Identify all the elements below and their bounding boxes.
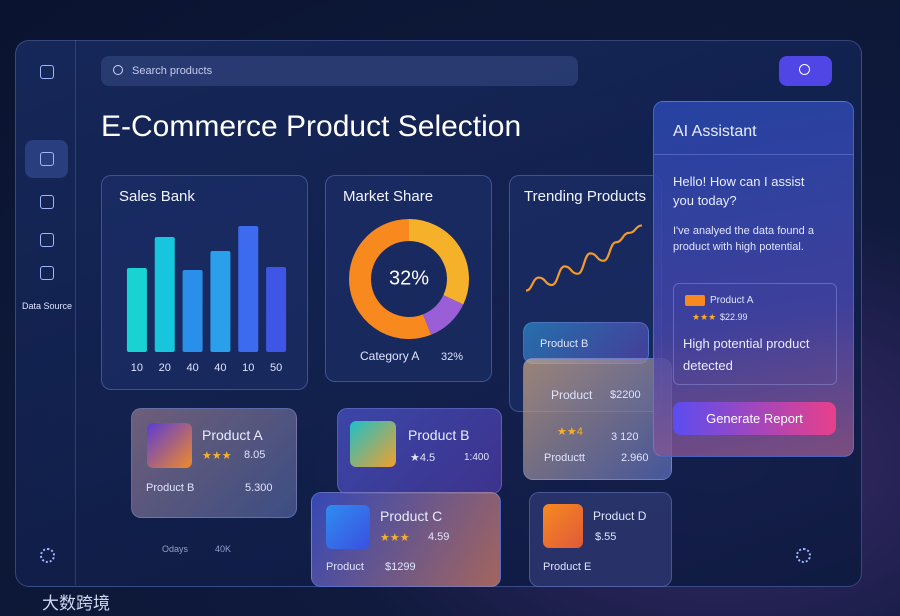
product-thumb [147, 423, 192, 468]
bar [126, 268, 147, 352]
x-tick-label: 20 [159, 362, 171, 374]
product-card[interactable]: Product C ★★★ 4.59 Product $1299 [311, 492, 501, 587]
grid-icon[interactable] [40, 195, 54, 209]
x-tick-label: 10 [242, 362, 254, 374]
data-source-label[interactable]: Data Source [21, 301, 73, 311]
chart-title: Trending Products [524, 188, 646, 205]
chart-title: Sales Bank [119, 188, 195, 205]
product-card[interactable]: Product B ★4.5 1:400 [337, 408, 502, 494]
product-name: Product [551, 388, 593, 402]
product-thumb [543, 504, 583, 548]
dashboard-icon[interactable] [40, 152, 54, 166]
assistant-product-stars: ★★★ [692, 312, 717, 322]
assistant-message: I've analyed the data found a product wi… [673, 225, 814, 253]
product-card[interactable]: Product A ★★★ 8.05 Product B 5.300 [131, 408, 297, 518]
product-sub-name: Product B [146, 482, 195, 494]
bar [238, 226, 259, 352]
assistant-title: AI Assistant [673, 123, 757, 140]
product-card[interactable]: Product D $.55 Product E [529, 492, 672, 587]
bar [182, 270, 203, 352]
assistant-product-price: $22.99 [720, 312, 748, 322]
product-sub-value: $1299 [385, 561, 416, 573]
product-sub-name: Productt [544, 452, 585, 464]
settings-icon[interactable] [796, 548, 811, 563]
active-nav[interactable] [25, 140, 68, 178]
product-card[interactable]: Product B [523, 322, 649, 364]
bar [266, 267, 287, 352]
product-value: 3 120 [611, 431, 639, 443]
bar [210, 251, 231, 352]
product-value: $.55 [595, 531, 617, 543]
product-thumb [326, 505, 370, 549]
monitor-icon[interactable] [40, 266, 54, 280]
assistant-greeting: Hello! How can I assist you today? [673, 174, 805, 208]
settings-icon[interactable] [40, 548, 55, 563]
footer-amount: 40K [215, 544, 232, 554]
product-stars: ★★★ [380, 532, 410, 544]
search-button-icon [799, 64, 810, 75]
x-tick-label: 40 [214, 362, 226, 374]
product-value: 1:400 [464, 452, 490, 463]
product-sub-name: Product E [543, 561, 592, 573]
product-thumb [685, 295, 705, 306]
legend-label: Category A [360, 349, 419, 363]
product-thumb [350, 421, 396, 467]
donut-segment [408, 219, 469, 305]
footer-days: Odays [162, 544, 189, 554]
search-icon [113, 65, 123, 75]
product-sub-name: Product [326, 561, 364, 573]
donut-center-label: 32% [389, 267, 429, 289]
product-name: Product D [593, 509, 647, 523]
home-icon[interactable] [40, 65, 54, 79]
search-button[interactable] [779, 56, 832, 86]
donut-segment [422, 294, 464, 335]
watermark: 大数跨境 [42, 594, 110, 613]
product-name: Product B [408, 427, 470, 443]
x-tick-label: 50 [270, 362, 282, 374]
bar [154, 237, 175, 352]
page-title: E-Commerce Product Selection [101, 110, 522, 143]
product-name: Product B [540, 338, 589, 350]
product-score: 8.05 [244, 449, 266, 461]
assistant-product-card[interactable]: Product A ★★★ $22.99 High potential prod… [673, 283, 837, 385]
search-bar[interactable]: Search products [101, 56, 578, 86]
assistant-panel: AI Assistant Hello! How can I assist you… [653, 101, 854, 457]
product-name: Product C [380, 508, 443, 524]
x-tick-label: 10 [131, 362, 143, 374]
detection-text: High potential product detected [683, 336, 810, 373]
product-card[interactable]: Product $2200 ★★4 3 120 Productt 2.960 [523, 358, 672, 480]
product-name: Product A [202, 427, 263, 443]
product-sub-value: 2.960 [621, 452, 649, 464]
product-stars: ★★4 [557, 426, 583, 438]
product-price: $2200 [610, 389, 641, 401]
chart-title: Market Share [343, 188, 433, 205]
product-score: 4.59 [428, 531, 450, 543]
legend-value: 32% [441, 351, 463, 363]
sidebar: Data Source [15, 40, 76, 585]
search-placeholder: Search products [132, 65, 213, 77]
product-rating: ★4.5 [410, 452, 436, 464]
list-icon[interactable] [40, 233, 54, 247]
trend-line [525, 224, 643, 292]
assistant-product-name: Product A [710, 295, 754, 306]
x-tick-label: 40 [186, 362, 198, 374]
generate-report-button[interactable]: Generate Report [673, 402, 836, 435]
donut-segment [349, 219, 432, 339]
product-stars: ★★★ [202, 450, 232, 462]
divider [654, 154, 853, 155]
product-sub-value: 5.300 [245, 482, 273, 494]
